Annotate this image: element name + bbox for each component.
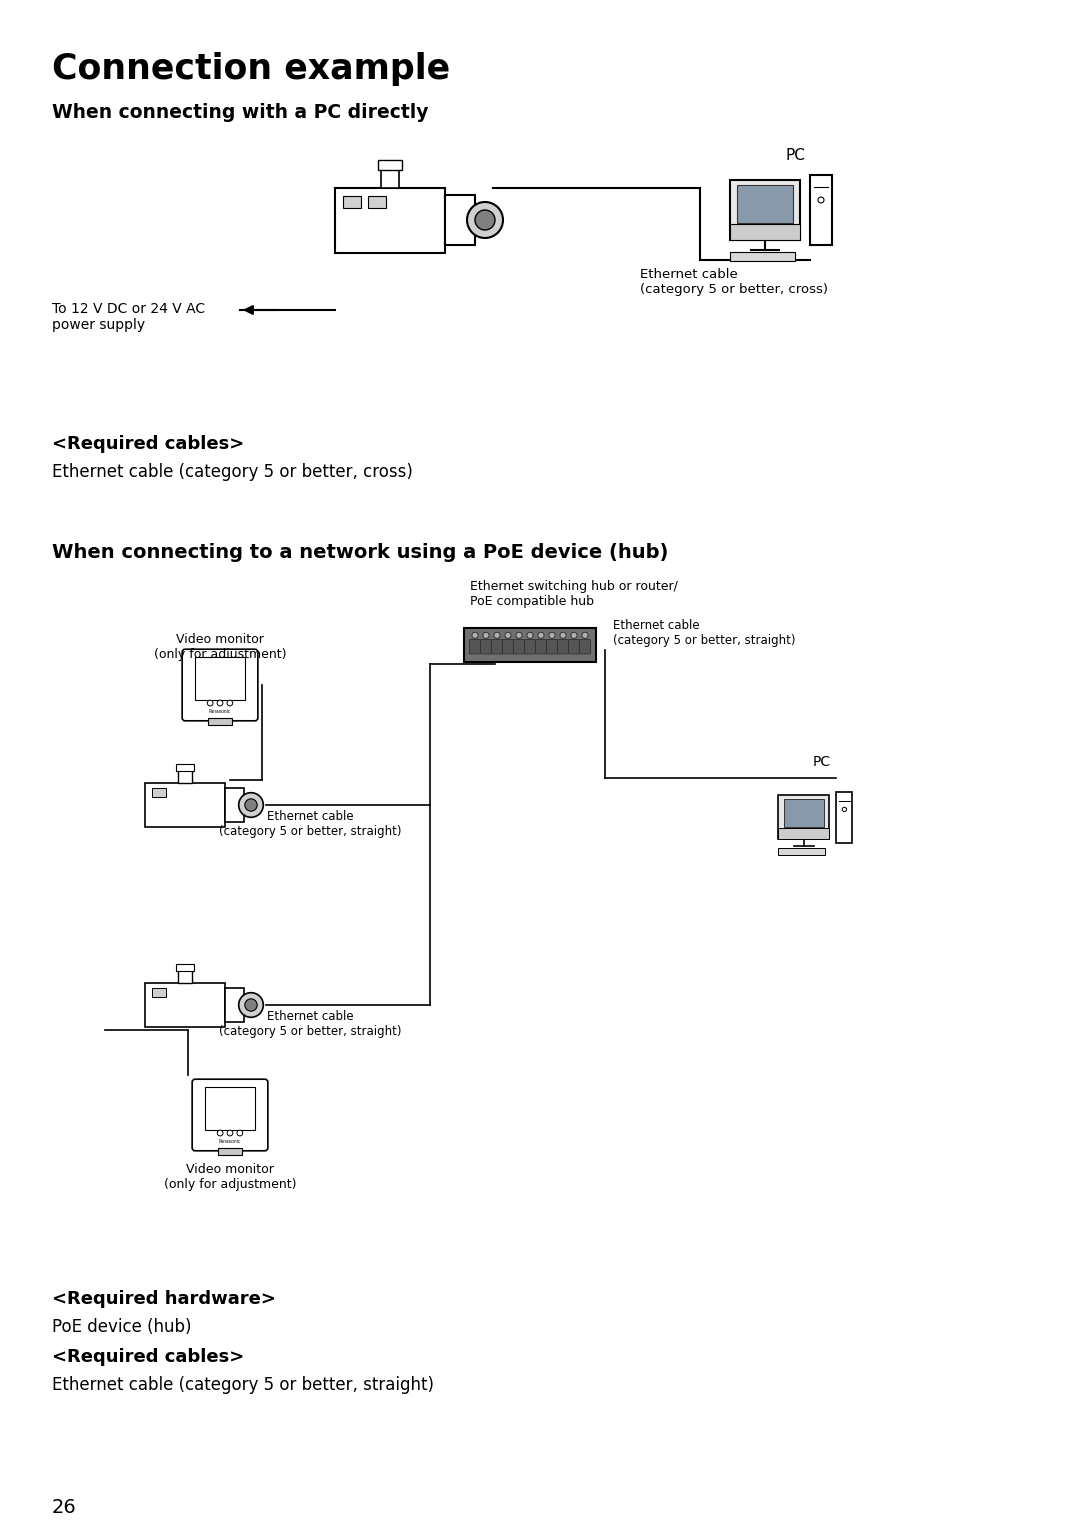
Text: To 12 V DC or 24 V AC
power supply: To 12 V DC or 24 V AC power supply	[52, 302, 205, 333]
Bar	[207, 717, 232, 725]
FancyBboxPatch shape	[557, 639, 569, 655]
Text: Ethernet switching hub or router/
PoE compatible hub: Ethernet switching hub or router/ PoE co…	[470, 579, 678, 609]
Bar	[779, 828, 829, 840]
Bar	[194, 658, 245, 699]
Bar	[737, 185, 793, 222]
Bar	[225, 788, 244, 822]
FancyBboxPatch shape	[579, 639, 591, 655]
Text: Video monitor
(only for adjustment): Video monitor (only for adjustment)	[164, 1164, 296, 1191]
Text: Panasonic: Panasonic	[219, 1139, 241, 1144]
Circle shape	[559, 632, 566, 638]
Circle shape	[818, 198, 824, 202]
Text: Video monitor
(only for adjustment): Video monitor (only for adjustment)	[153, 633, 286, 661]
Circle shape	[239, 993, 264, 1018]
Bar	[378, 159, 402, 170]
Bar	[730, 179, 800, 241]
Circle shape	[538, 632, 544, 638]
FancyBboxPatch shape	[481, 639, 491, 655]
Circle shape	[571, 632, 577, 638]
Text: Ethernet cable
(category 5 or better, cross): Ethernet cable (category 5 or better, cr…	[640, 268, 828, 296]
Bar	[837, 793, 852, 843]
Bar	[204, 1087, 256, 1130]
FancyBboxPatch shape	[568, 639, 580, 655]
FancyBboxPatch shape	[183, 648, 258, 721]
Bar	[225, 989, 244, 1021]
Bar	[176, 763, 193, 771]
Bar	[176, 964, 193, 970]
Text: Ethernet cable
(category 5 or better, straight): Ethernet cable (category 5 or better, st…	[613, 619, 796, 647]
Circle shape	[237, 1130, 243, 1136]
Text: 26: 26	[52, 1498, 77, 1518]
Bar	[146, 783, 225, 826]
Circle shape	[239, 793, 264, 817]
Bar	[381, 167, 399, 187]
Circle shape	[582, 632, 589, 638]
Circle shape	[217, 701, 222, 705]
Bar	[730, 224, 800, 241]
Bar	[445, 195, 475, 245]
FancyBboxPatch shape	[525, 639, 536, 655]
FancyBboxPatch shape	[546, 639, 557, 655]
Bar	[178, 969, 191, 983]
Text: <Required hardware>: <Required hardware>	[52, 1289, 275, 1308]
Text: PC: PC	[813, 754, 832, 770]
Circle shape	[227, 1130, 233, 1136]
Bar	[335, 187, 445, 253]
Text: When connecting with a PC directly: When connecting with a PC directly	[52, 103, 429, 123]
Circle shape	[842, 808, 847, 811]
Bar	[779, 848, 825, 855]
Circle shape	[549, 632, 555, 638]
Bar	[152, 989, 165, 996]
FancyBboxPatch shape	[470, 639, 481, 655]
Circle shape	[227, 701, 232, 705]
Circle shape	[475, 210, 495, 230]
Bar	[146, 983, 225, 1027]
Text: Ethernet cable
(category 5 or better, straight): Ethernet cable (category 5 or better, st…	[219, 1010, 402, 1038]
Text: Panasonic: Panasonic	[208, 708, 231, 714]
Bar	[810, 175, 832, 245]
Circle shape	[245, 799, 257, 811]
Text: Connection example: Connection example	[52, 52, 450, 86]
FancyBboxPatch shape	[513, 639, 525, 655]
FancyBboxPatch shape	[502, 639, 514, 655]
Circle shape	[472, 632, 478, 638]
FancyBboxPatch shape	[491, 639, 502, 655]
Text: Ethernet cable (category 5 or better, straight): Ethernet cable (category 5 or better, st…	[52, 1377, 434, 1393]
Circle shape	[494, 632, 500, 638]
Bar	[730, 251, 795, 261]
Bar	[784, 799, 824, 826]
Text: PoE device (hub): PoE device (hub)	[52, 1318, 191, 1335]
Text: When connecting to a network using a PoE device (hub): When connecting to a network using a PoE…	[52, 543, 669, 563]
Circle shape	[505, 632, 511, 638]
Text: <Required cables>: <Required cables>	[52, 1348, 244, 1366]
FancyBboxPatch shape	[192, 1079, 268, 1151]
Text: <Required cables>: <Required cables>	[52, 435, 244, 452]
Bar	[178, 770, 191, 783]
Circle shape	[527, 632, 534, 638]
FancyBboxPatch shape	[536, 639, 546, 655]
Bar	[218, 1148, 242, 1156]
Bar	[152, 788, 165, 797]
Circle shape	[245, 1000, 257, 1012]
Bar	[779, 796, 829, 840]
Text: Ethernet cable (category 5 or better, cross): Ethernet cable (category 5 or better, cr…	[52, 463, 413, 481]
Circle shape	[207, 701, 213, 705]
Circle shape	[516, 632, 522, 638]
Circle shape	[483, 632, 489, 638]
Circle shape	[467, 202, 503, 238]
Text: Ethernet cable
(category 5 or better, straight): Ethernet cable (category 5 or better, st…	[219, 809, 402, 839]
Bar	[464, 629, 596, 662]
Circle shape	[217, 1130, 224, 1136]
Text: PC: PC	[785, 149, 805, 162]
Bar	[368, 196, 386, 207]
Bar	[343, 196, 361, 207]
